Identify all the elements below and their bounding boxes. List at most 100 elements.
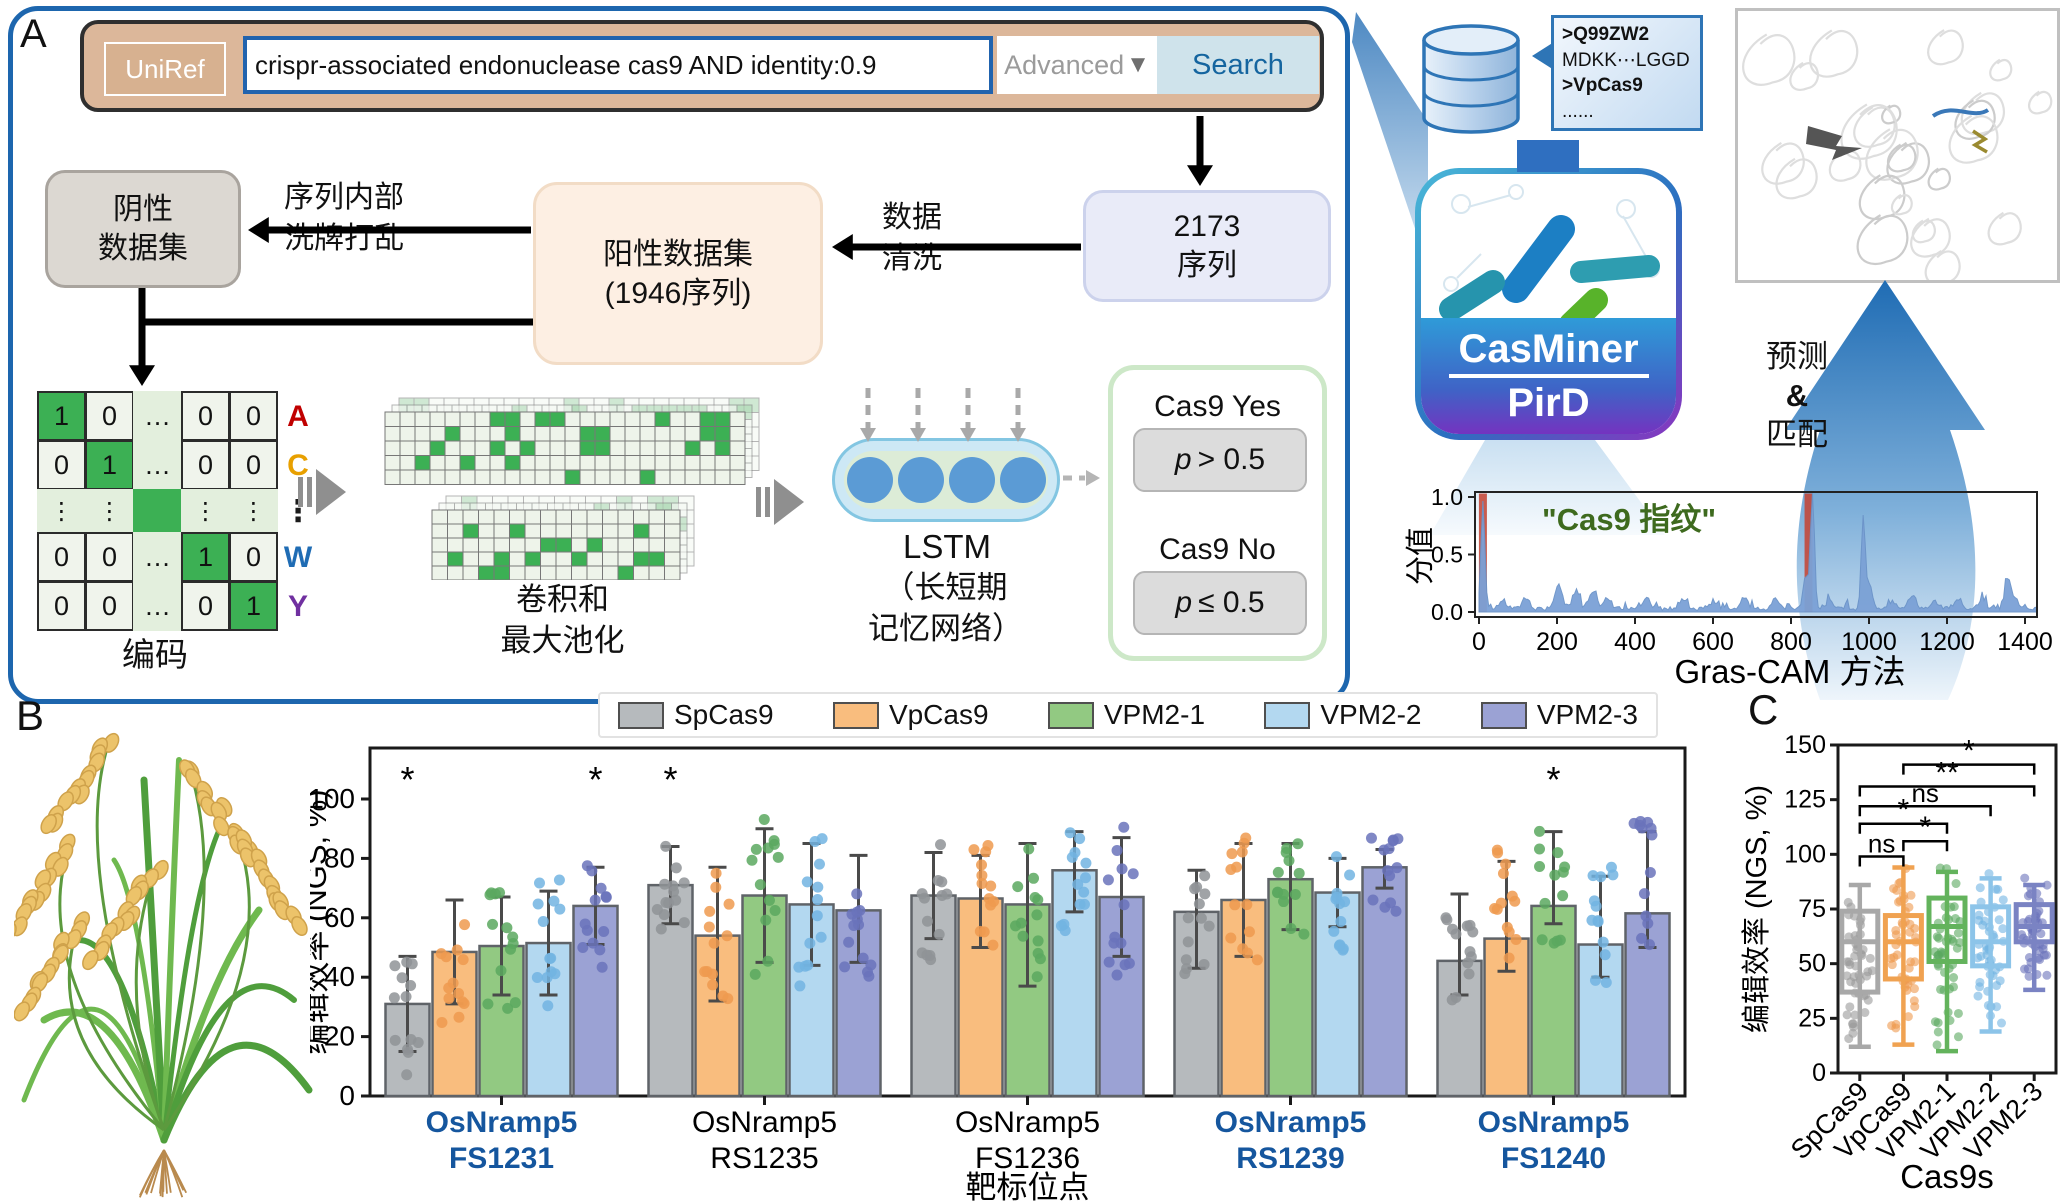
classification-result-box: Cas9 Yes p > 0.5 Cas9 No p ≤ 0.5 [1108, 365, 1327, 661]
app-name-band: CasMiner PirD [1421, 318, 1676, 434]
lstm-title: LSTM [902, 528, 991, 565]
matrix-cell: 1 [181, 532, 230, 582]
svg-text:FS1236: FS1236 [975, 1142, 1080, 1175]
svg-text:*: * [1919, 811, 1931, 844]
advanced-label: Advanced [1004, 49, 1125, 80]
matrix-cell: 0 [85, 581, 134, 631]
panel-c-label: C [1748, 686, 1779, 733]
grascam-chart: 0.0 0.5 1.0 0 200 400 600 800 1000 1200 1400 分值 Gras… [1404, 484, 2053, 690]
svg-text:*: * [1546, 759, 1560, 800]
legend-item: SpCas9 [618, 699, 774, 731]
svg-text:OsNramp5: OsNramp5 [955, 1106, 1100, 1139]
lstm-cell-icon [999, 457, 1046, 503]
matrix-cell: 1 [85, 440, 134, 490]
svg-text:OsNramp5: OsNramp5 [692, 1106, 837, 1139]
p-threshold-value: > 0.5 [1197, 443, 1266, 476]
fasta-snippet-bubble: >Q99ZW2 MDKK⋯LGGD >VpCas9...... [1551, 15, 1703, 131]
matrix-cell: 0 [181, 581, 230, 631]
svg-text:*: * [400, 759, 414, 800]
protein-structure-image [1735, 8, 2060, 286]
p-threshold-value: ≤ 0.5 [1198, 586, 1265, 619]
app-icon-tab [1517, 140, 1579, 172]
svg-text:0.0: 0.0 [1431, 599, 1463, 625]
database-icon [1422, 24, 1520, 134]
svg-text:OsNramp5: OsNramp5 [1215, 1106, 1367, 1139]
matrix-row-label: A [287, 399, 309, 433]
conv-maxpool-label: 卷积和 最大池化 [500, 582, 625, 658]
rice-plant-illustration [14, 732, 313, 1198]
lstm-cells [844, 451, 1048, 509]
search-button[interactable]: Search [1157, 36, 1319, 94]
svg-text:100: 100 [1784, 840, 1826, 868]
casminer-app-icon[interactable]: CasMiner PirD [1415, 168, 1682, 440]
predict-match-arrow [1785, 280, 1985, 700]
svg-text:FS1231: FS1231 [449, 1142, 554, 1175]
legend-item: VPM2-1 [1047, 699, 1206, 731]
svg-text:编辑效率 (NGS, %): 编辑效率 (NGS, %) [1740, 785, 1773, 1033]
legend-label: VpCas9 [888, 699, 989, 730]
svg-text:400: 400 [1614, 628, 1656, 656]
matrix-cell: 0 [181, 440, 230, 490]
matrix-cell: … [133, 532, 182, 582]
legend-swatch [618, 701, 664, 729]
encoding-caption: 编码 [122, 636, 188, 673]
conv-maxpool-feature-maps [384, 397, 760, 580]
svg-text:*: * [1898, 794, 1910, 827]
cas9-no-threshold: p ≤ 0.5 [1133, 571, 1307, 635]
fasta-line: >VpCas9 [1562, 75, 1643, 97]
cas9-legend: SpCas9 VpCas9 VPM2-1 VPM2-2 VPM2-3 [598, 692, 1658, 738]
lstm-capsule [832, 438, 1060, 522]
svg-text:125: 125 [1784, 786, 1826, 814]
data-clean-arrow-label: 数据 清洗 [882, 201, 942, 275]
matrix-cell: … [133, 440, 182, 490]
svg-text:0: 0 [1812, 1059, 1826, 1087]
legend-swatch [1264, 701, 1311, 729]
matrix-row-label: C [287, 448, 309, 482]
matrix-cell [133, 489, 182, 533]
svg-text:**: ** [1935, 757, 1959, 790]
boxplot-VPM2-3 [2013, 873, 2055, 993]
svg-text:靶标位点: 靶标位点 [966, 1170, 1090, 1203]
matrix-cell: 1 [229, 581, 278, 631]
svg-text:Gras-CAM 方法: Gras-CAM 方法 [1675, 653, 1906, 690]
advanced-dropdown[interactable]: Advanced ▼ [997, 36, 1157, 94]
svg-text:ns: ns [1911, 778, 1938, 808]
lstm-cell-icon [948, 457, 995, 503]
matrix-cell: 0 [37, 532, 86, 582]
uniref-tab[interactable]: UniRef [104, 42, 226, 96]
svg-text:*: * [663, 759, 677, 800]
svg-text:1000: 1000 [1841, 628, 1897, 656]
matrix-cell: ⋮ [229, 489, 278, 533]
svg-text:OsNramp5: OsNramp5 [426, 1106, 578, 1139]
matrix-cell: ⋮ [85, 489, 134, 533]
svg-text:*: * [588, 759, 602, 800]
svg-text:40: 40 [324, 961, 355, 992]
svg-text:75: 75 [1798, 895, 1826, 923]
matrix-cell: 0 [229, 440, 278, 490]
matrix-row-label: ⋮ [283, 495, 313, 528]
fasta-line: MDKK⋯LGGD [1562, 49, 1690, 71]
svg-text:50: 50 [1798, 950, 1826, 978]
search-input[interactable]: crispr-associated endonuclease cas9 AND … [243, 36, 993, 94]
svg-text:20: 20 [324, 1021, 355, 1052]
fasta-line: ...... [1562, 100, 1594, 122]
svg-text:ns: ns [1868, 829, 1895, 859]
svg-text:150: 150 [1784, 731, 1826, 759]
svg-text:100: 100 [310, 783, 355, 814]
panel-a-label: A [20, 12, 47, 56]
svg-text:25: 25 [1798, 1004, 1826, 1032]
matrix-row-label: W [283, 540, 313, 574]
matrix-cell: … [133, 581, 182, 631]
panel-b-label: B [16, 692, 45, 739]
legend-label: VPM2-1 [1103, 699, 1206, 730]
matrix-cell: 0 [37, 440, 86, 490]
lstm-cell-icon [846, 457, 893, 503]
svg-text:1400: 1400 [1997, 628, 2053, 656]
matrix-cell: ⋮ [181, 489, 230, 533]
one-hot-encoding-matrix: 1 0… 0 0 A 0 1… 0 0 C ⋮ ⋮ ⋮ ⋮ ⋮ 0 0… 1 0 W 0 0… 0 1 Y [37, 391, 318, 631]
svg-text:RS1239: RS1239 [1236, 1142, 1344, 1175]
funnel-wedge-lower [1430, 440, 1665, 535]
legend-label: SpCas9 [674, 699, 774, 730]
